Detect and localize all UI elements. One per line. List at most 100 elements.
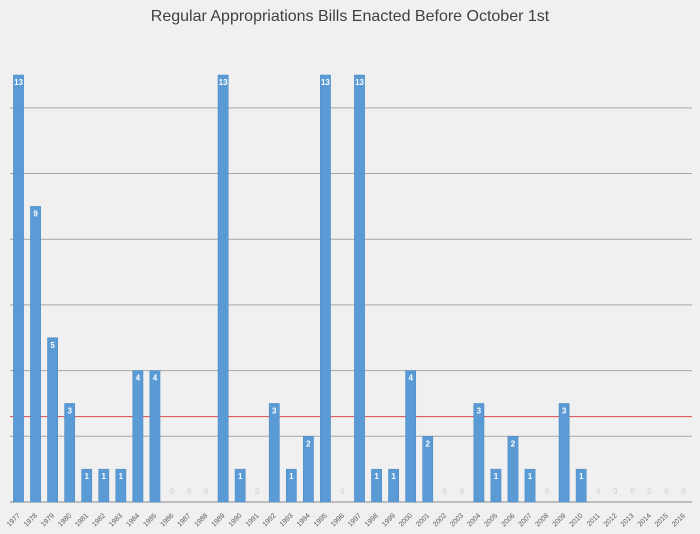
- x-tick-label: 2001: [415, 512, 431, 528]
- x-tick-label: 2011: [586, 512, 602, 528]
- bar: [388, 468, 399, 503]
- data-label: 3: [67, 406, 72, 415]
- bar: [217, 74, 229, 503]
- bar: [371, 468, 382, 503]
- bar: [405, 370, 417, 503]
- data-label: 0: [340, 487, 345, 496]
- x-tick-label: 1999: [381, 512, 397, 528]
- x-tick-label: 1995: [313, 512, 329, 528]
- x-tick-label: 2003: [449, 512, 465, 528]
- data-label: 4: [408, 374, 413, 383]
- x-tick-label: 1977: [6, 512, 22, 528]
- data-label: 13: [321, 78, 330, 87]
- x-tick-label: 2002: [432, 512, 448, 528]
- x-tick-label: 1983: [108, 512, 124, 528]
- bar: [354, 74, 365, 503]
- data-label: 1: [84, 472, 89, 481]
- data-label: 1: [579, 472, 584, 481]
- data-label: 0: [545, 487, 550, 496]
- data-label: 4: [153, 374, 158, 383]
- bars: [13, 74, 587, 503]
- x-tick-label: 1992: [262, 512, 278, 528]
- x-tick-label: 2012: [603, 512, 619, 528]
- data-label: 0: [630, 487, 635, 496]
- x-tick-labels: 1977 1978 1979 1980 1981 1982 1983 1984 1985 1986…: [6, 512, 687, 528]
- data-label: 3: [272, 406, 277, 415]
- x-tick-label: 2007: [517, 512, 533, 528]
- x-tick-label: 1986: [159, 512, 175, 528]
- data-label: 4: [136, 374, 141, 383]
- bar: [30, 206, 41, 503]
- bar: [473, 403, 485, 503]
- x-tick-label: 1990: [228, 512, 244, 528]
- x-tick-label: 2009: [552, 512, 568, 528]
- x-tick-label: 1980: [57, 512, 73, 528]
- x-tick-label: 2013: [620, 512, 636, 528]
- data-label: 0: [170, 487, 175, 496]
- data-label: 0: [681, 487, 686, 496]
- bar: [149, 370, 161, 503]
- x-tick-label: 2000: [398, 512, 414, 528]
- data-label: 1: [119, 472, 124, 481]
- x-tick-label: 2006: [500, 512, 516, 528]
- data-label: 0: [460, 487, 465, 496]
- data-label: 3: [477, 406, 482, 415]
- x-tick-label: 2015: [654, 512, 670, 528]
- data-label: 0: [596, 487, 601, 496]
- bar: [132, 370, 144, 503]
- data-label: 1: [238, 472, 243, 481]
- x-tick-label: 1998: [364, 512, 380, 528]
- data-label: 1: [374, 472, 379, 481]
- data-label: 13: [14, 78, 23, 87]
- bar: [524, 468, 536, 503]
- data-label: 0: [443, 487, 448, 496]
- bar: [490, 468, 502, 503]
- data-label: 5: [50, 341, 55, 350]
- data-label: 1: [494, 472, 499, 481]
- x-tick-label: 2016: [671, 512, 687, 528]
- x-tick-label: 1987: [176, 512, 192, 528]
- data-label: 0: [647, 487, 652, 496]
- x-tick-label: 1985: [142, 512, 158, 528]
- data-label: 1: [391, 472, 396, 481]
- x-tick-label: 1979: [40, 512, 56, 528]
- x-tick-label: 1984: [125, 512, 141, 528]
- bar: [575, 468, 587, 503]
- bar: [303, 436, 314, 503]
- data-label: 2: [306, 439, 311, 448]
- data-labels: 13 9 5 3 1 1 1 4 4 0 0 0 13 1 0 3 1 2 13 0 13 1 1 4 2 0 0 3 1 2 1 0 3 1 0 0…: [14, 78, 686, 496]
- x-tick-label: 1981: [74, 512, 90, 528]
- x-tick-label: 2008: [535, 512, 551, 528]
- bar: [268, 403, 280, 503]
- bar: [422, 436, 434, 503]
- x-tick-label: 2005: [483, 512, 499, 528]
- bar: [115, 468, 127, 503]
- x-tick-label: 2010: [569, 512, 585, 528]
- gridlines: [10, 107, 692, 503]
- x-tick-label: 1982: [91, 512, 107, 528]
- data-label: 1: [289, 472, 294, 481]
- bar: [47, 337, 58, 503]
- data-label: 1: [102, 472, 107, 481]
- x-tick-label: 1993: [279, 512, 295, 528]
- x-tick-label: 2014: [637, 512, 653, 528]
- x-tick-label: 1996: [330, 512, 346, 528]
- data-label: 1: [528, 472, 533, 481]
- x-tick-label: 1978: [23, 512, 39, 528]
- bar: [81, 468, 93, 503]
- bar: [320, 74, 331, 503]
- x-tick-label: 1989: [211, 512, 227, 528]
- bar: [285, 468, 297, 503]
- bar: [13, 74, 24, 503]
- data-label: 13: [355, 78, 364, 87]
- data-label: 9: [33, 209, 38, 218]
- x-tick-label: 2004: [466, 512, 482, 528]
- bar: [558, 403, 570, 503]
- data-label: 2: [511, 439, 516, 448]
- x-tick-label: 1997: [347, 512, 363, 528]
- data-label: 0: [613, 487, 618, 496]
- data-label: 3: [562, 406, 567, 415]
- bar: [98, 468, 110, 503]
